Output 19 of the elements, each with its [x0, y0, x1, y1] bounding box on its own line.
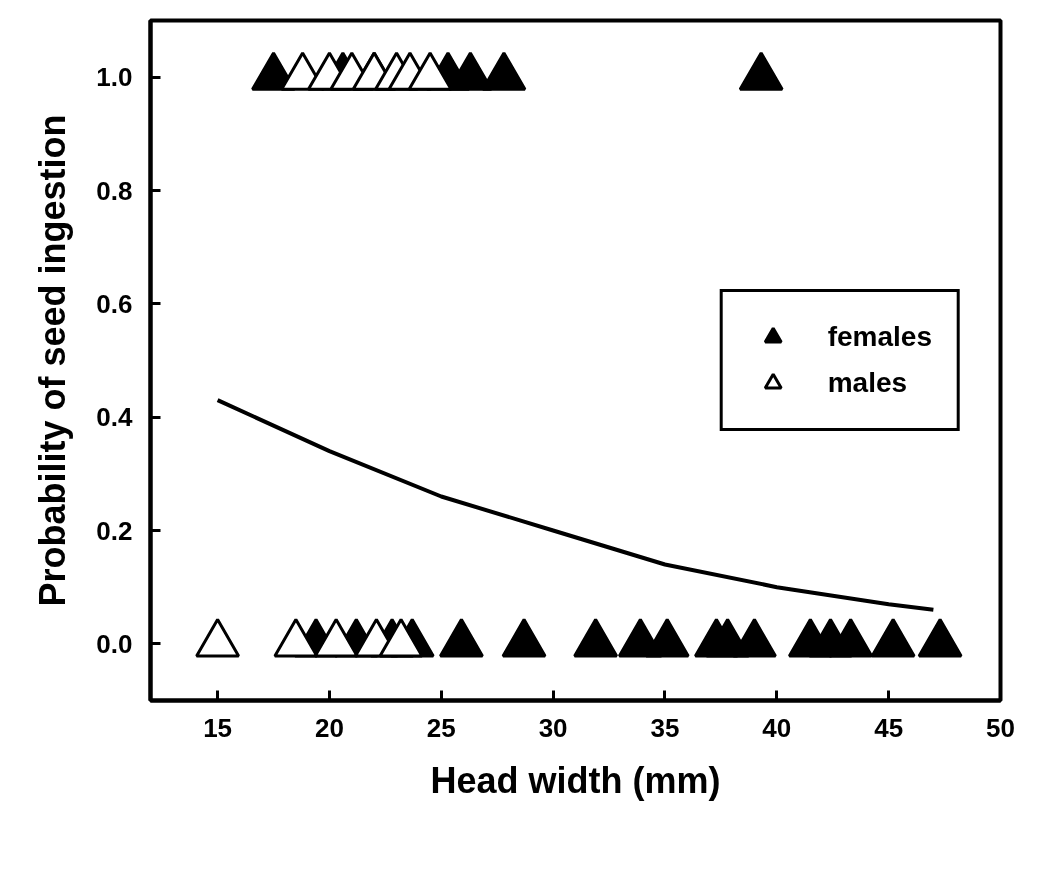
y-tick-label: 0.0: [96, 628, 133, 659]
legend-label: males: [827, 367, 908, 399]
x-axis-title: Head width (mm): [430, 759, 721, 801]
y-tick-label: 1.0: [96, 62, 133, 93]
y-tick-label: 0.2: [96, 515, 133, 546]
x-tick-label: 30: [538, 712, 568, 743]
x-tick-label: 20: [314, 712, 344, 743]
y-tick-label: 0.8: [96, 175, 133, 206]
x-tick-label: 15: [203, 712, 233, 743]
y-tick-label: 0.4: [96, 402, 134, 433]
y-tick-label: 0.6: [96, 288, 133, 319]
x-tick-label: 50: [986, 712, 1015, 743]
y-axis-title: Probability of seed ingestion: [32, 114, 74, 607]
x-tick-label: 45: [874, 712, 904, 743]
x-tick-label: 25: [426, 712, 456, 743]
legend-label: females: [827, 321, 932, 353]
x-tick-label: 40: [762, 712, 792, 743]
x-tick-label: 35: [650, 712, 680, 743]
line-series: [215, 398, 936, 612]
